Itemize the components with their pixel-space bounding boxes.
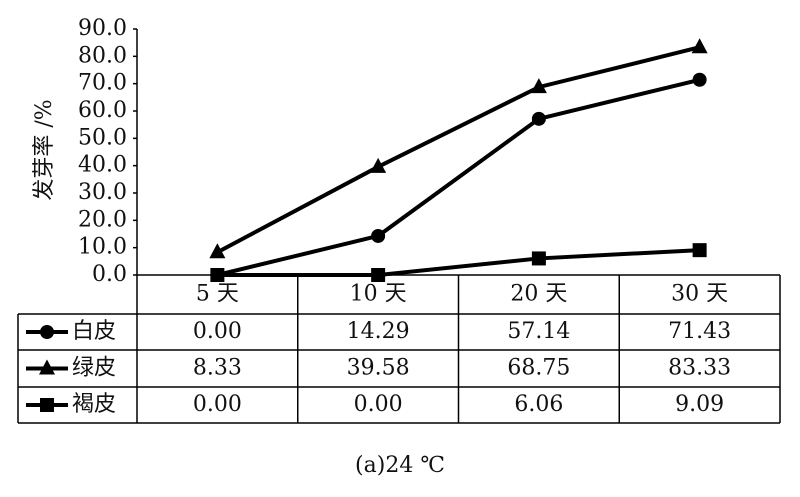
legend-marker bbox=[40, 325, 54, 339]
y-tick-label: 70.0 bbox=[78, 71, 127, 96]
legend-label: 褐皮 bbox=[72, 392, 116, 417]
x-tick-label: 20 天 bbox=[510, 282, 567, 307]
legend-label: 白皮 bbox=[72, 319, 116, 344]
marker bbox=[531, 111, 546, 126]
x-tick-label: 30 天 bbox=[671, 282, 728, 307]
table-cell: 83.33 bbox=[668, 356, 731, 381]
y-tick-label: 40.0 bbox=[78, 153, 127, 178]
x-tick-label: 10 天 bbox=[350, 282, 407, 307]
legend-marker bbox=[39, 359, 55, 375]
y-tick-label: 30.0 bbox=[78, 180, 127, 205]
caption: (a)24 ℃ bbox=[355, 453, 445, 478]
marker bbox=[692, 243, 707, 258]
legend-label: 绿皮 bbox=[72, 356, 116, 381]
y-tick-label: 50.0 bbox=[78, 125, 127, 150]
table-cell: 0.00 bbox=[193, 319, 242, 344]
table-cell: 39.58 bbox=[347, 356, 410, 381]
y-tick-label: 10.0 bbox=[78, 235, 127, 260]
series-line bbox=[217, 248, 700, 277]
y-tick-label: 20.0 bbox=[78, 207, 127, 232]
table-cell: 57.14 bbox=[507, 319, 570, 344]
marker bbox=[370, 157, 387, 173]
table-cell: 8.33 bbox=[193, 356, 242, 381]
table-cell: 71.43 bbox=[668, 319, 731, 344]
marker bbox=[691, 38, 708, 54]
table-cell: 0.00 bbox=[193, 392, 242, 417]
series-line bbox=[216, 77, 701, 277]
marker bbox=[371, 268, 386, 282]
marker bbox=[210, 268, 225, 282]
y-tick-label: 60.0 bbox=[78, 98, 127, 123]
marker bbox=[209, 243, 226, 259]
marker bbox=[530, 78, 547, 94]
table-cell: 68.75 bbox=[507, 356, 570, 381]
legend-marker bbox=[40, 398, 54, 412]
marker bbox=[531, 251, 546, 266]
y-tick-label: 90.0 bbox=[78, 16, 127, 41]
table-cell: 0.00 bbox=[354, 392, 403, 417]
marker bbox=[371, 228, 386, 243]
table-cell: 14.29 bbox=[347, 319, 410, 344]
marker bbox=[692, 72, 707, 87]
series-line bbox=[216, 45, 701, 254]
table-cell: 9.09 bbox=[675, 392, 724, 417]
x-tick-label: 5 天 bbox=[196, 282, 239, 307]
y-tick-label: 0.0 bbox=[92, 262, 127, 287]
y-tick-label: 80.0 bbox=[78, 43, 127, 68]
table-cell: 6.06 bbox=[514, 392, 563, 417]
y-axis-label: 发芽率 /% bbox=[32, 99, 57, 200]
